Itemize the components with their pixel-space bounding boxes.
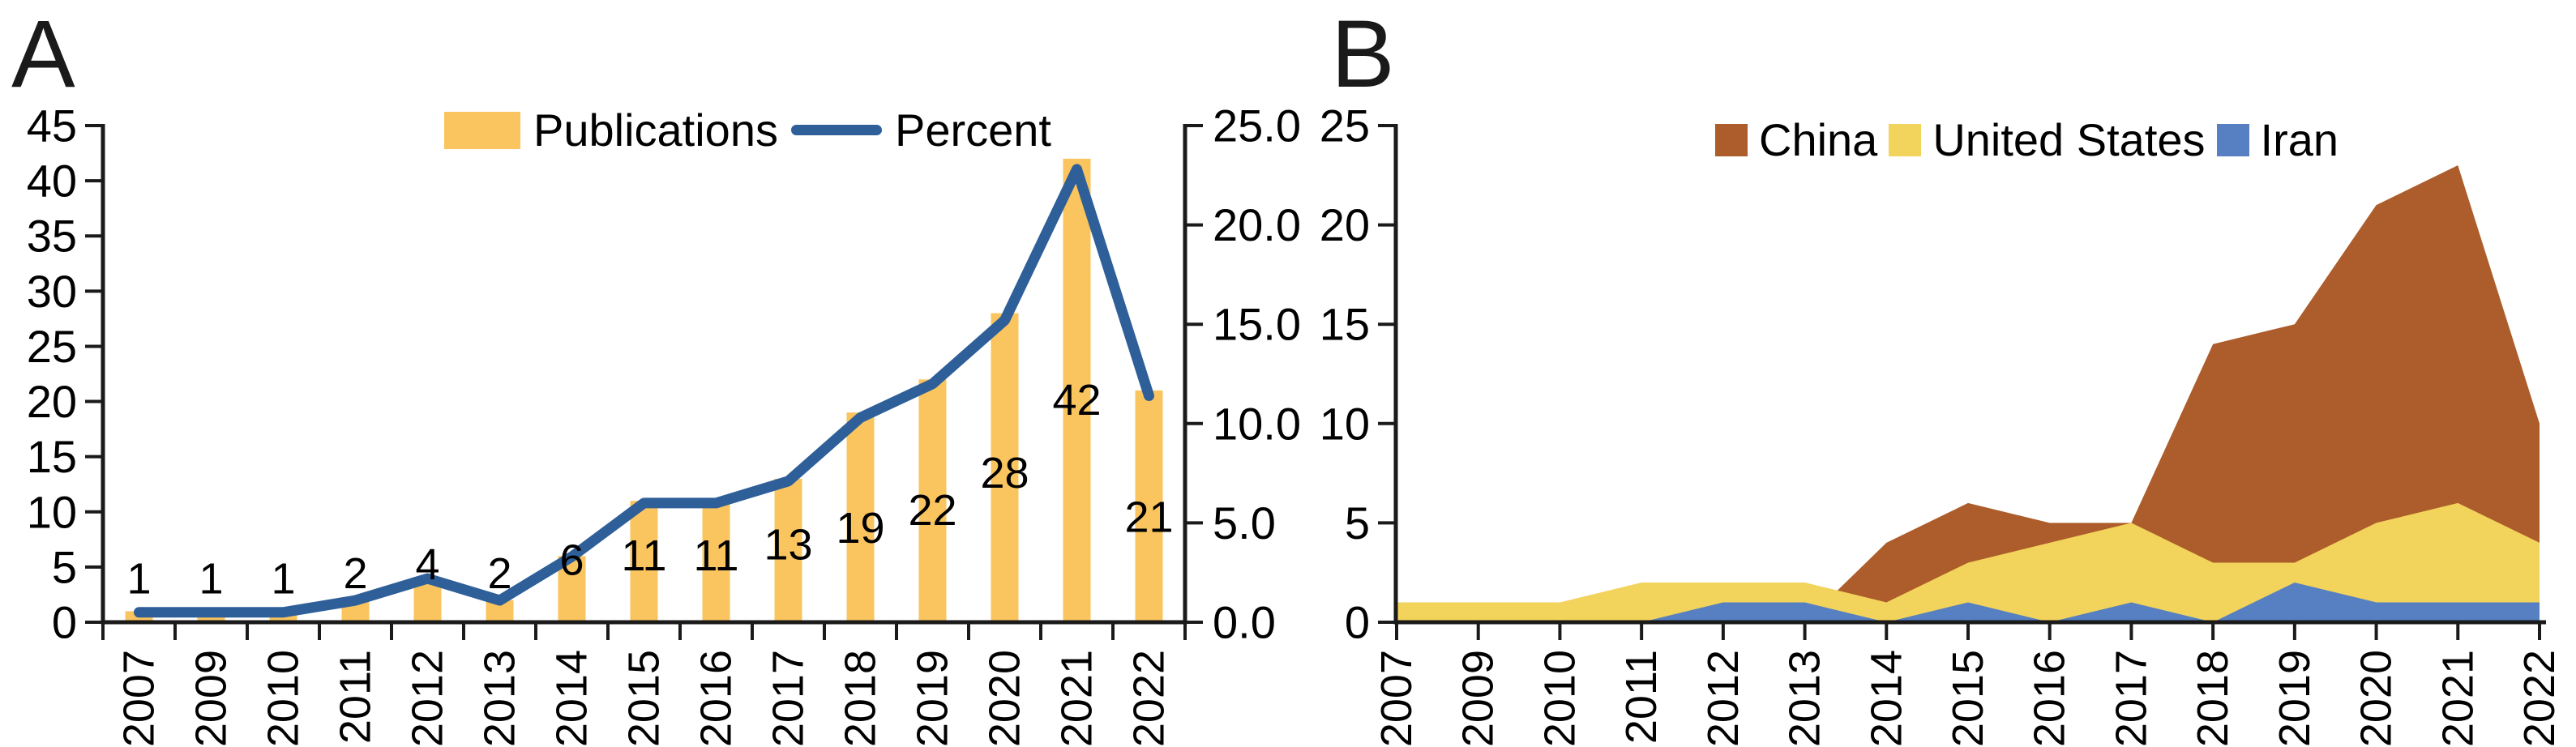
year-label: 2020	[2352, 650, 2401, 747]
publications-bar	[1135, 390, 1163, 622]
bar-data-label: 13	[764, 520, 812, 569]
publications-bar	[1063, 158, 1091, 622]
percent-line	[134, 164, 1154, 618]
panel-b-legend: China United States Iran	[1715, 113, 2339, 166]
year-label: 2015	[1944, 650, 1992, 747]
area-china	[1397, 165, 2540, 623]
right-axis-tick-label: 5.0	[1213, 497, 1276, 549]
year-label: 2009	[187, 650, 236, 747]
left-axis-tick-label: 20	[27, 376, 77, 427]
left-axis-tick-label: 25	[27, 321, 77, 372]
legend-label-iran: Iran	[2260, 114, 2339, 165]
panel-b-letter: B	[1331, 1, 1395, 108]
left-axis-tick-label: 30	[27, 266, 77, 317]
right-axis-tick-label: 0.0	[1213, 597, 1276, 648]
bar-data-label: 19	[836, 504, 884, 553]
year-label: 2017	[764, 650, 813, 747]
y-axis-tick-label: 10	[1320, 398, 1370, 449]
publications-bar	[846, 412, 875, 622]
publications-bar	[774, 478, 802, 622]
year-label: 2012	[1699, 650, 1748, 747]
year-label: 2016	[692, 650, 741, 747]
legend-label-united-states: United States	[1932, 114, 2206, 165]
year-label: 2016	[2026, 650, 2074, 747]
publications-swatch-icon	[444, 111, 520, 149]
publications-bar	[702, 501, 730, 622]
bar-data-label: 42	[1052, 376, 1101, 425]
bar-data-label: 11	[621, 531, 666, 580]
panel-a-letter: A	[11, 1, 75, 108]
iran-swatch-icon	[2216, 123, 2249, 156]
year-label: 2010	[1535, 650, 1584, 747]
left-axis-tick-label: 5	[52, 541, 77, 592]
year-label: 2011	[1617, 650, 1666, 744]
right-axis-tick-label: 20.0	[1213, 199, 1301, 250]
y-axis-tick-label: 5	[1345, 497, 1370, 549]
year-label: 2019	[909, 650, 957, 747]
year-label: 2022	[2515, 650, 2564, 747]
year-label: 2022	[1125, 650, 1174, 747]
percent-line-swatch-icon	[790, 125, 882, 135]
left-axis-tick-label: 45	[27, 100, 77, 152]
right-axis-tick-label: 25.0	[1213, 100, 1301, 152]
year-label: 2021	[1053, 650, 1102, 747]
year-label: 2009	[1454, 650, 1503, 747]
right-axis-tick-label: 10.0	[1213, 398, 1301, 449]
year-label: 2007	[1372, 650, 1421, 747]
publications-bar	[991, 313, 1019, 622]
y-axis-tick-label: 25	[1320, 100, 1370, 152]
year-label: 2007	[115, 650, 164, 747]
bar-data-label: 4	[415, 540, 439, 589]
year-label: 2013	[476, 650, 524, 747]
publications-bar	[630, 501, 658, 622]
publications-bar	[918, 379, 947, 622]
bar-data-label: 21	[1124, 493, 1173, 541]
year-label: 2014	[1862, 650, 1911, 747]
bar-data-label: 11	[693, 531, 738, 580]
legend-label-china: China	[1759, 114, 1878, 165]
year-label: 2012	[404, 650, 452, 747]
bar-data-label: 1	[126, 555, 151, 604]
y-axis-tick-label: 0	[1345, 597, 1370, 648]
year-label: 2021	[2433, 650, 2482, 747]
year-label: 2020	[981, 650, 1029, 747]
left-axis-tick-label: 15	[27, 431, 77, 482]
united-states-swatch-icon	[1889, 123, 1922, 156]
y-axis-tick-label: 15	[1320, 299, 1370, 350]
year-label: 2010	[259, 650, 308, 747]
panel-a-legend: Publications Percent	[444, 104, 1051, 156]
year-label: 2017	[2107, 650, 2155, 747]
bar-data-label: 28	[980, 449, 1029, 497]
bar-data-label: 22	[908, 486, 956, 535]
area-iran	[1397, 582, 2540, 622]
left-axis-tick-label: 10	[27, 486, 77, 537]
bar-data-label: 2	[343, 549, 367, 598]
bar-data-label: 2	[487, 549, 511, 598]
year-label: 2018	[837, 650, 885, 747]
china-swatch-icon	[1715, 123, 1748, 156]
year-label: 2018	[2189, 650, 2237, 747]
legend-label-publications: Publications	[533, 105, 778, 156]
year-label: 2014	[548, 650, 597, 747]
left-axis-tick-label: 0	[52, 597, 77, 648]
year-label: 2019	[2270, 650, 2319, 747]
bar-data-label: 1	[271, 555, 295, 604]
legend-label-percent: Percent	[894, 105, 1051, 156]
bar-data-label: 1	[199, 555, 223, 604]
left-axis-tick-label: 35	[27, 211, 77, 262]
left-axis-tick-label: 40	[27, 156, 77, 207]
y-axis-tick-label: 20	[1320, 199, 1370, 250]
year-label: 2011	[332, 650, 380, 744]
year-label: 2013	[1781, 650, 1829, 747]
right-axis-tick-label: 15.0	[1213, 299, 1301, 350]
bar-data-label: 6	[559, 536, 584, 584]
year-label: 2015	[620, 650, 669, 747]
area-united-states	[1397, 502, 2540, 622]
